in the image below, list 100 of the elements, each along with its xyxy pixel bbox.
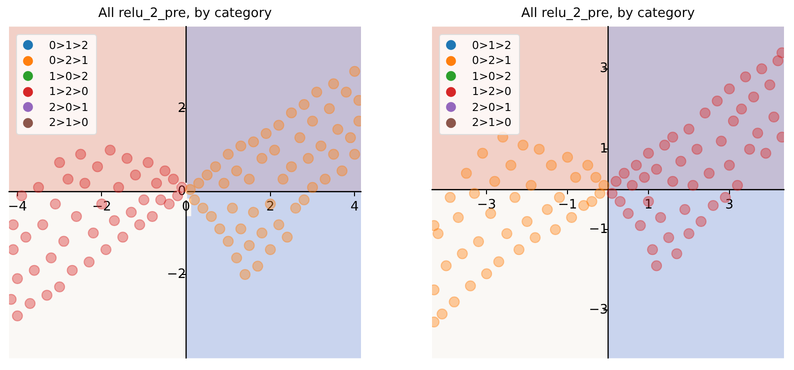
point bbox=[210, 161, 222, 172]
point bbox=[704, 168, 715, 179]
legend-label: 0>2>1 bbox=[49, 54, 88, 68]
point bbox=[638, 172, 650, 183]
point bbox=[302, 152, 314, 164]
point bbox=[231, 165, 242, 176]
x-tick-label: 3 bbox=[725, 198, 734, 213]
point bbox=[675, 156, 686, 167]
point bbox=[679, 204, 690, 215]
x-tick-label: 4 bbox=[350, 200, 359, 215]
point bbox=[159, 165, 170, 176]
x-tick-label: −2 bbox=[92, 200, 112, 215]
legend-label: 0>2>1 bbox=[472, 54, 512, 68]
legend-label: 1>2>0 bbox=[49, 85, 88, 98]
point bbox=[298, 99, 310, 110]
point bbox=[202, 169, 213, 180]
point bbox=[244, 240, 255, 251]
point bbox=[164, 198, 175, 210]
point bbox=[256, 152, 268, 164]
point bbox=[298, 194, 310, 206]
point bbox=[440, 260, 452, 272]
point bbox=[432, 228, 444, 240]
point bbox=[748, 91, 760, 102]
point bbox=[614, 196, 626, 207]
point bbox=[264, 244, 276, 256]
point bbox=[307, 116, 318, 127]
point bbox=[218, 178, 230, 189]
point bbox=[651, 164, 662, 175]
point bbox=[663, 232, 674, 244]
point bbox=[336, 165, 348, 176]
point bbox=[33, 182, 44, 193]
point bbox=[667, 176, 678, 187]
point bbox=[108, 215, 120, 226]
point bbox=[226, 202, 238, 214]
point bbox=[9, 244, 19, 256]
legend-label: 2>1>0 bbox=[49, 116, 88, 130]
point bbox=[752, 128, 764, 139]
point bbox=[501, 228, 512, 240]
point bbox=[46, 252, 57, 264]
point bbox=[244, 174, 255, 185]
point bbox=[66, 264, 78, 276]
point bbox=[724, 160, 735, 171]
point bbox=[606, 188, 618, 199]
point bbox=[708, 200, 719, 211]
point bbox=[444, 192, 456, 203]
point bbox=[328, 148, 340, 160]
point bbox=[151, 178, 162, 189]
chart-title: All relu_2_pre, by category bbox=[98, 6, 272, 22]
point bbox=[522, 216, 533, 228]
point bbox=[332, 124, 344, 135]
legend-label: 2>0>1 bbox=[472, 100, 512, 114]
point bbox=[477, 148, 488, 159]
chart-title: All relu_2_pre, by category bbox=[521, 6, 696, 22]
point bbox=[456, 248, 468, 260]
point bbox=[493, 256, 504, 268]
point bbox=[716, 136, 727, 147]
point bbox=[155, 194, 166, 206]
point bbox=[683, 228, 694, 240]
point bbox=[324, 103, 335, 114]
point bbox=[566, 212, 578, 224]
point bbox=[307, 182, 318, 193]
point bbox=[582, 160, 594, 171]
point bbox=[764, 79, 776, 90]
point bbox=[655, 212, 666, 224]
point bbox=[28, 264, 40, 276]
point bbox=[534, 144, 545, 155]
point bbox=[248, 206, 260, 218]
point bbox=[505, 160, 516, 171]
point bbox=[290, 202, 302, 214]
point bbox=[481, 268, 492, 280]
point bbox=[24, 298, 36, 309]
point bbox=[736, 104, 748, 114]
point bbox=[744, 144, 756, 155]
point bbox=[570, 172, 582, 183]
point bbox=[122, 152, 133, 164]
point bbox=[70, 210, 82, 222]
point bbox=[740, 71, 752, 82]
point bbox=[222, 148, 234, 160]
point bbox=[252, 260, 264, 272]
point bbox=[509, 192, 520, 203]
point bbox=[610, 176, 622, 187]
point bbox=[448, 296, 460, 308]
point bbox=[542, 204, 553, 215]
y-tick-label: −2 bbox=[166, 266, 186, 282]
point bbox=[692, 144, 703, 155]
point bbox=[286, 107, 297, 118]
point bbox=[54, 157, 66, 168]
point bbox=[452, 212, 464, 224]
point bbox=[16, 190, 28, 202]
point bbox=[328, 78, 340, 90]
x-tick-label: −4 bbox=[8, 200, 28, 215]
point bbox=[768, 112, 780, 123]
point bbox=[622, 208, 634, 219]
point bbox=[273, 120, 284, 131]
point bbox=[485, 208, 496, 219]
point bbox=[231, 252, 242, 264]
point bbox=[37, 219, 48, 230]
point bbox=[240, 268, 251, 280]
point bbox=[590, 172, 602, 183]
point bbox=[460, 168, 472, 179]
